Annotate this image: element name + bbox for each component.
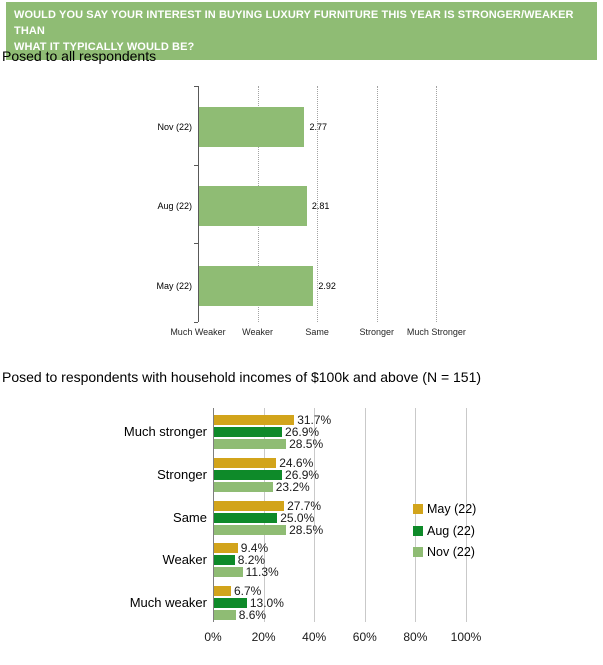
bar-value-label: 13.0%: [249, 596, 284, 611]
bar-value-label: 8.2%: [237, 553, 266, 568]
x-tick-label: Weaker: [242, 327, 274, 337]
gridline: [436, 86, 438, 322]
bar-value-label: 2.77: [309, 122, 328, 132]
category-label-much-weaker: Much weaker: [129, 595, 207, 611]
gridline: [466, 408, 467, 622]
legend: May (22) Aug (22) Nov (22): [412, 501, 502, 563]
x-tick-label: 40%: [302, 630, 327, 644]
chart-mean-interest-by-wave: 2.77 Nov (22) 2.81 Aug (22) 2.92 May (22) Much…: [0, 85, 603, 345]
category-label-stronger: Stronger: [157, 466, 207, 482]
gridline: [376, 86, 378, 322]
bar-nov-22-stronger: [214, 481, 273, 492]
category-label: Nov (22): [157, 122, 192, 132]
bar-nov-22-same: [214, 524, 287, 535]
bar-nov-22-much-weaker: [214, 610, 236, 621]
x-tick-label: 0%: [204, 630, 222, 644]
bar-may-22: [199, 266, 314, 306]
legend-swatch-may-22: [413, 504, 423, 514]
bar-value-label: 28.5%: [289, 522, 324, 537]
legend-item-may-22: May (22): [412, 501, 502, 517]
bar-aug-22-much-weaker: [214, 598, 247, 609]
bar-aug-22-much-stronger: [214, 427, 283, 437]
bar-value-label: 2.92: [318, 281, 336, 291]
legend-label: Aug (22): [427, 523, 475, 538]
bar-aug-22-stronger: [214, 469, 283, 480]
x-tick-label: Stronger: [359, 327, 395, 337]
bar-value-label: 6.7%: [233, 584, 262, 599]
legend-label: May (22): [427, 502, 477, 516]
x-tick-label: 60%: [352, 630, 377, 644]
bar-value-label: 31.7%: [297, 413, 332, 427]
x-tick-label: 100%: [450, 630, 482, 644]
category-label: Aug (22): [157, 201, 192, 211]
gridline: [314, 408, 316, 622]
bar-nov-22: [199, 107, 305, 147]
y-axis-tick: [194, 86, 198, 87]
bar-nov-22-weaker: [214, 567, 243, 578]
category-label-same: Same: [173, 509, 207, 525]
gridline: [415, 408, 417, 622]
y-axis-tick: [194, 164, 198, 166]
bar-aug-22-same: [214, 512, 278, 523]
legend-swatch-aug-22: [413, 525, 423, 536]
bar-value-label: 28.5%: [289, 437, 324, 451]
bar-value-label: 26.9%: [285, 467, 320, 482]
section-title-high-income: Posed to respondents with household inco…: [2, 369, 482, 385]
bar-may-22-weaker: [214, 543, 238, 554]
category-label: May (22): [156, 281, 192, 291]
y-axis-tick: [194, 243, 198, 245]
bar-value-label: 27.7%: [287, 498, 322, 513]
legend-item-nov-22: Nov (22): [412, 544, 502, 560]
y-axis: [198, 86, 199, 322]
x-tick-label: 20%: [251, 630, 276, 644]
x-tick-label: Much Weaker: [170, 327, 226, 337]
x-tick-label: Same: [305, 327, 329, 337]
gridline: [263, 408, 265, 622]
bar-may-22-much-stronger: [214, 415, 295, 425]
y-axis-tick: [194, 322, 198, 323]
x-tick-label: 80%: [403, 630, 428, 644]
bar-may-22-same: [214, 500, 285, 511]
gridline: [364, 408, 366, 622]
bar-aug-22: [199, 186, 307, 226]
bar-may-22-much-weaker: [214, 586, 231, 597]
bar-value-label: 24.6%: [279, 455, 314, 470]
bar-value-label: 25.0%: [280, 510, 315, 525]
gridline: [317, 86, 319, 322]
legend-label: Nov (22): [427, 545, 475, 559]
bar-value-label: 11.3%: [245, 565, 279, 580]
legend-item-aug-22: Aug (22): [412, 523, 502, 539]
bar-value-label: 2.81: [311, 201, 330, 211]
question-header-line2: WHAT IT TYPICALLY WOULD BE?: [14, 41, 195, 53]
bar-value-label: 9.4%: [240, 541, 269, 556]
bar-value-label: 8.6%: [238, 608, 267, 623]
section-title-all-respondents: Posed to all respondents: [2, 48, 157, 64]
question-header-line1: WOULD YOU SAY YOUR INTEREST IN BUYING LU…: [14, 9, 574, 37]
x-axis: [213, 408, 214, 622]
question-header: WOULD YOU SAY YOUR INTEREST IN BUYING LU…: [6, 2, 597, 60]
category-label-weaker: Weaker: [162, 552, 207, 568]
legend-swatch-nov-22: [413, 547, 423, 557]
category-label-much-stronger: Much stronger: [123, 424, 207, 439]
bar-nov-22-much-stronger: [214, 439, 287, 449]
x-tick-label: Much Stronger: [406, 327, 466, 337]
bar-value-label: 23.2%: [275, 479, 310, 494]
bar-aug-22-weaker: [214, 555, 235, 566]
bar-may-22-stronger: [214, 457, 277, 468]
bar-value-label: 26.9%: [285, 425, 320, 439]
